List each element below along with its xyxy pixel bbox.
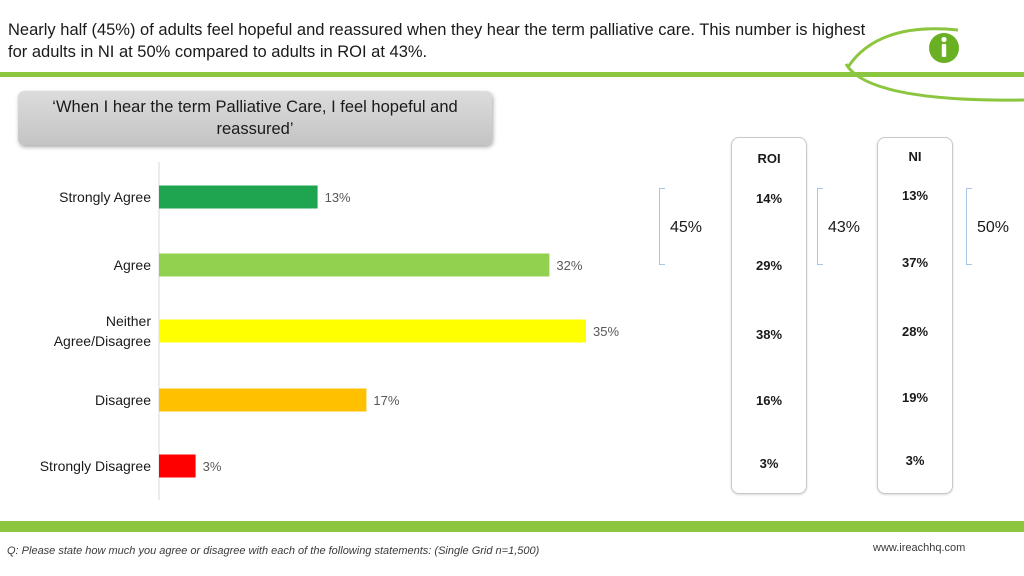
- statement-text: ‘When I hear the term Palliative Care, I…: [52, 98, 458, 138]
- headline: Nearly half (45%) of adults feel hopeful…: [8, 21, 866, 61]
- roi-value-agree: 29%: [755, 258, 783, 273]
- statement-box: ‘When I hear the term Palliative Care, I…: [18, 91, 492, 145]
- ni-bracket: [966, 188, 972, 265]
- bar-strongly-agree: [159, 185, 318, 209]
- ni-title: NI: [908, 149, 922, 164]
- bar-value-label: 13%: [325, 190, 351, 205]
- category-label: Strongly Agree: [59, 189, 151, 205]
- header-divider: [0, 72, 1024, 77]
- ni-column: NI 13% 37% 28% 19% 3%: [877, 137, 953, 494]
- roi-title: ROI: [757, 151, 781, 166]
- footer-divider: [0, 521, 1024, 532]
- question-footnote: Q: Please state how much you agree or di…: [7, 545, 540, 557]
- bar-disagree: [159, 388, 367, 412]
- bar-value-label: 32%: [556, 258, 582, 273]
- roi-column: ROI 14% 29% 38% 16% 3%: [731, 137, 807, 494]
- website-link[interactable]: www.ireachhq.com: [873, 542, 966, 554]
- roi-bracket: [817, 188, 823, 265]
- logo-swoosh-arc: [846, 27, 959, 68]
- bar-value-label: 35%: [593, 324, 619, 339]
- roi-value-neither: 38%: [755, 327, 783, 342]
- logo-swoosh-tail: [844, 63, 1024, 102]
- bar-agree: [159, 253, 550, 277]
- category-label: Agree: [114, 257, 152, 273]
- roi-value-disagree: 16%: [755, 393, 783, 408]
- roi-value-strongly-disagree: 3%: [759, 456, 779, 471]
- category-label: Neither Agree/Disagree: [54, 313, 152, 349]
- category-label: Disagree: [95, 392, 151, 408]
- ni-value-disagree: 19%: [901, 390, 929, 405]
- overall-bracket: [659, 188, 665, 265]
- ni-total: 50%: [977, 219, 1010, 236]
- roi-value-strongly-agree: 14%: [755, 191, 783, 206]
- bar-strongly-disagree: [159, 454, 196, 478]
- bar-value-label: 17%: [373, 393, 399, 408]
- roi-total: 43%: [828, 219, 861, 236]
- ni-value-neither: 28%: [901, 324, 929, 339]
- bar-chart: 13% Strongly Agree 32% Agree 35% Neither Agree…: [40, 162, 619, 500]
- ni-value-agree: 37%: [901, 255, 929, 270]
- ni-value-strongly-agree: 13%: [901, 188, 929, 203]
- bar-neither-agree-disagree: [159, 319, 586, 343]
- category-label: Strongly Disagree: [40, 458, 151, 474]
- overall-total: 45%: [670, 219, 703, 236]
- ireach-logo: [844, 27, 1024, 102]
- ni-value-strongly-disagree: 3%: [905, 453, 925, 468]
- bar-value-label: 3%: [203, 459, 222, 474]
